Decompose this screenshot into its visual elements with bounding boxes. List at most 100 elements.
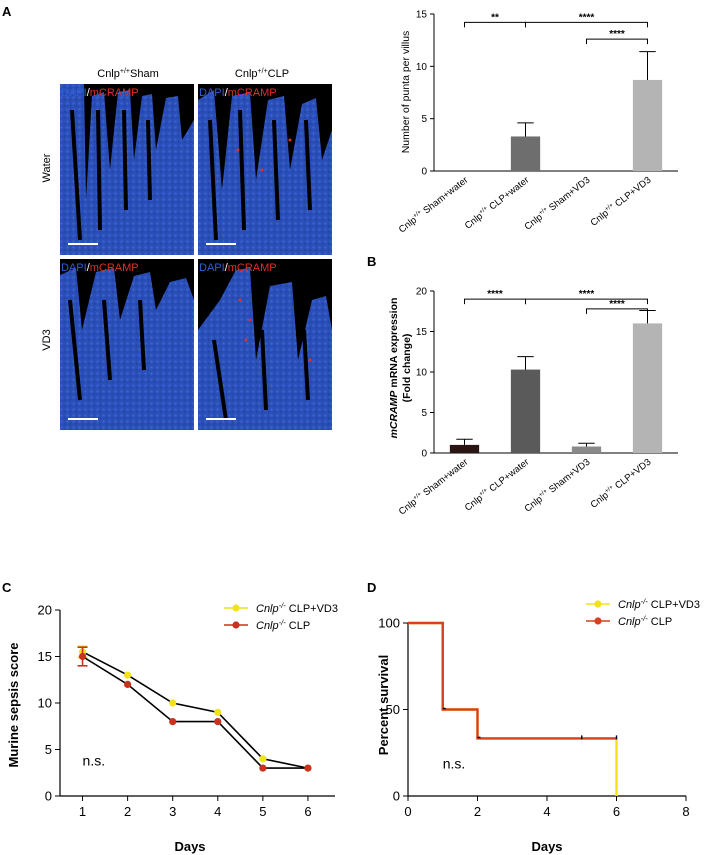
chart-c-xlabel: Days xyxy=(174,839,205,854)
significance-label: **** xyxy=(579,12,595,23)
data-point xyxy=(259,764,267,772)
x-tick-label: 2 xyxy=(474,804,481,819)
bar xyxy=(571,446,602,453)
significance-label: **** xyxy=(609,299,625,310)
y-tick-label: 10 xyxy=(38,696,52,711)
y-tick-label: 5 xyxy=(45,742,52,757)
category-label: Cnlp+/+ Sham+VD3 xyxy=(522,456,592,515)
significance-label: **** xyxy=(487,289,503,300)
x-tick-label: 6 xyxy=(613,804,620,819)
y-tick-label: 100 xyxy=(378,616,400,631)
significance-bracket xyxy=(586,38,648,45)
bar xyxy=(449,444,480,453)
y-tick-label: 15 xyxy=(416,10,428,21)
significance-bracket xyxy=(586,308,648,314)
x-tick-label: 5 xyxy=(259,804,266,819)
x-tick-label: 4 xyxy=(214,804,221,819)
category-label: Cnlp+/+ CLP+VD3 xyxy=(588,456,653,511)
annotation: n.s. xyxy=(443,755,466,771)
category-label: Cnlp+/+ Sham+VD3 xyxy=(522,174,592,233)
panel-label-c: C xyxy=(2,580,12,595)
survival-line xyxy=(408,621,618,796)
category-label: Cnlp+/+ Sham+water xyxy=(396,456,470,517)
significance-label: ** xyxy=(491,12,499,23)
x-tick-label: 3 xyxy=(169,804,176,819)
y-tick-label: 15 xyxy=(416,327,428,338)
data-point xyxy=(214,718,222,726)
row-label-water: Water xyxy=(41,153,53,182)
column-header-clp: Cnlp+/+CLP xyxy=(235,68,289,80)
micrograph-tile-clp-water xyxy=(198,84,332,255)
chart-b-ylabel2: (Fold change) xyxy=(401,334,413,403)
chart-a-ylabel: Number of punta per villus xyxy=(400,31,412,154)
y-tick-label: 0 xyxy=(45,789,52,804)
chart-c: 0 5 10 15 20 1 2 3 4 5 6 Cnlp-/- CLP+VD3 Cnlp-/- CLP… xyxy=(38,601,338,819)
significance-label: **** xyxy=(579,289,595,300)
annotation: n.s. xyxy=(83,752,106,768)
micrograph-tile-sham-vd3 xyxy=(60,259,194,430)
legend-marker xyxy=(232,621,240,629)
legend-marker xyxy=(232,604,240,612)
micrograph-tile-sham-water xyxy=(60,84,194,255)
column-header-sham: Cnlp+/+Sham xyxy=(97,68,159,80)
panel-label-a: A xyxy=(2,4,12,19)
legend-marker xyxy=(594,600,602,608)
x-tick-label: 2 xyxy=(124,804,131,819)
x-tick-label: 1 xyxy=(79,804,86,819)
x-tick-label: 6 xyxy=(304,804,311,819)
legend-label: Cnlp-/- CLP xyxy=(618,614,672,628)
bar xyxy=(632,79,663,171)
chart-d-ylabel: Percent survival xyxy=(376,655,391,755)
legend-label: Cnlp-/- CLP xyxy=(256,618,310,632)
stain-label-1: DAPI/mCRAMP xyxy=(61,87,139,99)
y-tick-label: 10 xyxy=(416,62,428,73)
chart-d: 0 50 100 0 2 4 6 8 Cnlp-/- CLP+VD3 Cnlp-/- CLP n.s… xyxy=(378,597,700,819)
bar xyxy=(632,323,663,453)
data-point xyxy=(214,708,222,716)
significance-label: **** xyxy=(609,29,625,40)
bar xyxy=(510,136,541,171)
micrograph-tile-clp-vd3 xyxy=(198,259,332,430)
x-tick-label: 0 xyxy=(404,804,411,819)
survival-line xyxy=(408,621,617,740)
legend-marker xyxy=(594,617,602,625)
y-tick-label: 20 xyxy=(38,603,52,618)
stain-label-2: DAPI/mCRAMP xyxy=(199,87,277,99)
y-tick-label: 5 xyxy=(421,408,427,419)
data-point xyxy=(78,652,87,661)
category-label: Cnlp+/+ CLP+VD3 xyxy=(588,174,653,229)
chart-c-ylabel: Murine sepsis score xyxy=(6,643,21,768)
category-label: Cnlp+/+ Sham+water xyxy=(396,174,470,235)
data-point xyxy=(169,718,177,726)
y-tick-label: 0 xyxy=(421,449,427,460)
y-tick-label: 0 xyxy=(421,167,427,178)
panel-label-d: D xyxy=(367,580,376,595)
x-tick-label: 8 xyxy=(682,804,689,819)
data-point xyxy=(124,680,132,689)
row-label-vd3: VD3 xyxy=(41,329,53,350)
bar xyxy=(510,369,541,453)
data-point xyxy=(304,764,312,772)
y-tick-label: 10 xyxy=(416,368,428,379)
chart-d-xlabel: Days xyxy=(531,839,562,854)
x-tick-label: 4 xyxy=(543,804,550,819)
data-point xyxy=(124,671,132,679)
significance-bracket xyxy=(525,21,648,28)
y-tick-label: 0 xyxy=(393,789,400,804)
category-label: Cnlp+/+ CLP+water xyxy=(462,456,531,514)
category-label: Cnlp+/+ CLP+water xyxy=(462,174,531,232)
y-tick-label: 50 xyxy=(386,702,400,717)
panel-label-b: B xyxy=(367,254,376,269)
chart-b-ylabel: mCRAMP mRNA expression xyxy=(388,298,400,439)
series-line xyxy=(82,655,308,769)
y-tick-label: 15 xyxy=(38,649,52,664)
y-tick-label: 5 xyxy=(421,114,427,125)
y-tick-label: 20 xyxy=(416,287,428,298)
legend-label: Cnlp-/- CLP+VD3 xyxy=(256,601,338,615)
series-line xyxy=(82,651,309,769)
data-point xyxy=(169,699,177,707)
micrograph-grid: Cnlp+/+Sham Cnlp+/+CLP Water VD3 xyxy=(41,68,332,430)
